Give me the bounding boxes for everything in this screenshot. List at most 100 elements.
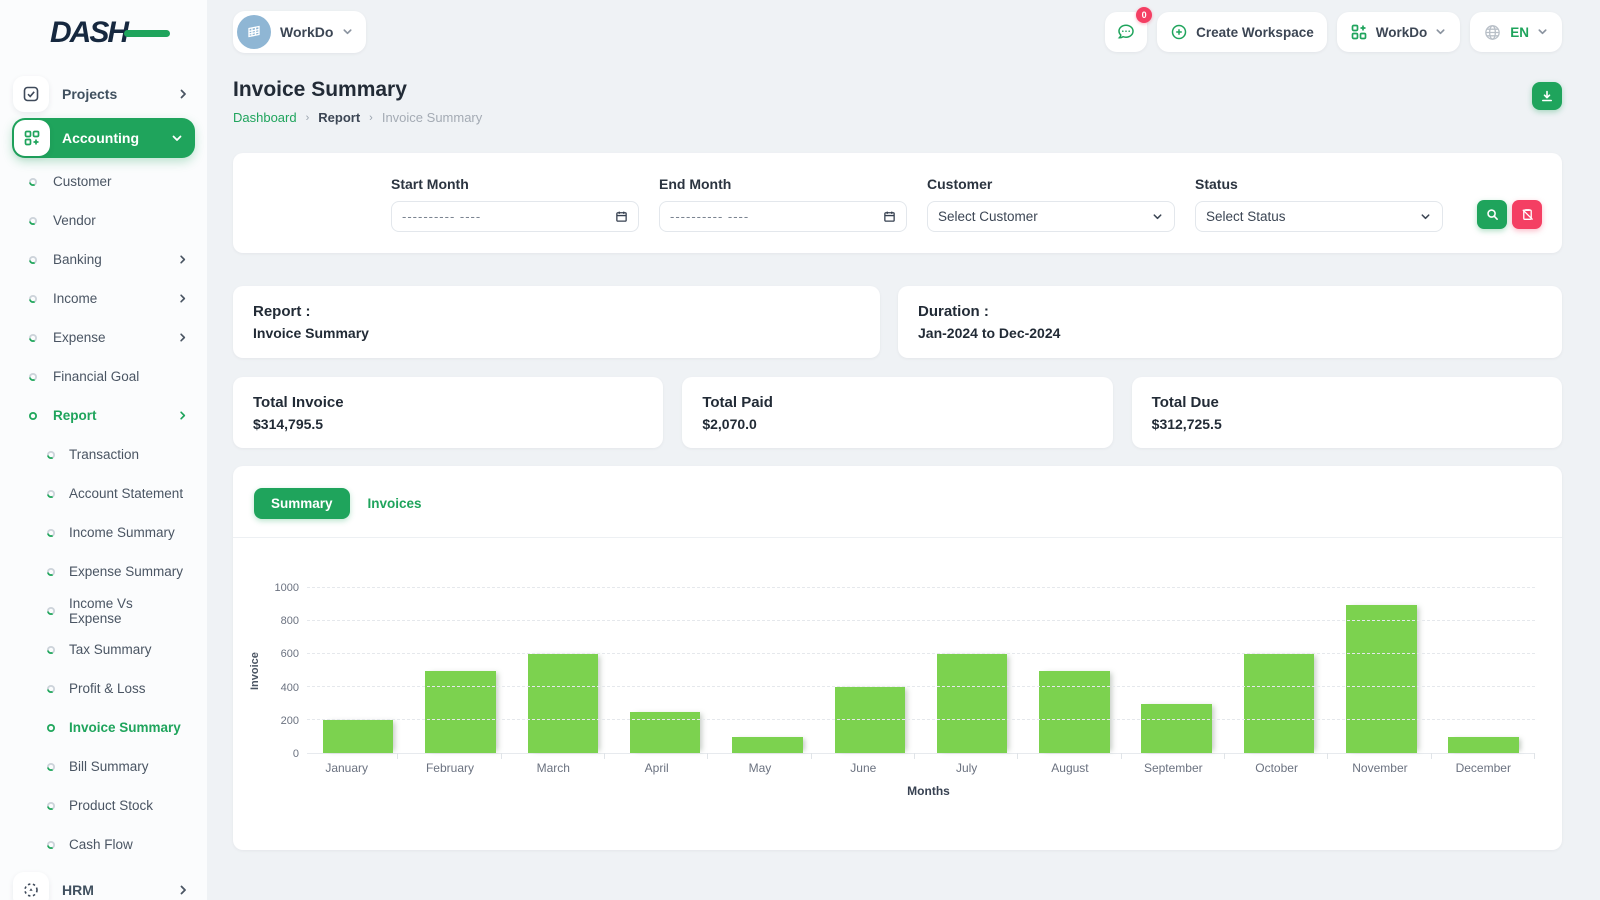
logo-accent-bar <box>124 30 170 37</box>
sidebar-item-product-stock[interactable]: Product Stock <box>0 786 207 825</box>
sidebar-item-label: Product Stock <box>69 798 154 813</box>
sidebar-item-income-summary[interactable]: Income Summary <box>0 513 207 552</box>
create-workspace-button[interactable]: Create Workspace <box>1157 12 1327 52</box>
bar-slot <box>716 588 818 753</box>
total-invoice-label: Total Invoice <box>253 393 344 411</box>
chevron-right-icon <box>177 332 189 344</box>
bar-march[interactable] <box>527 654 599 753</box>
total-invoice-card: Total Invoice $314,795.5 <box>233 377 664 448</box>
customer-field: Customer Select Customer <box>927 176 1175 232</box>
y-tick-label: 400 <box>280 681 299 694</box>
gridline <box>307 719 1535 720</box>
total-paid-label: Total Paid <box>702 393 773 411</box>
y-tick-label: 1000 <box>274 582 299 594</box>
sidebar-item-label: Projects <box>62 86 118 102</box>
app-switcher-label: WorkDo <box>1375 24 1428 40</box>
bar-june[interactable] <box>834 687 906 753</box>
bar-slot <box>1330 588 1432 753</box>
sidebar-item-cash-flow[interactable]: Cash Flow <box>0 825 207 864</box>
bar-october[interactable] <box>1243 654 1315 753</box>
bar-september[interactable] <box>1141 703 1213 753</box>
chevron-down-icon <box>1152 211 1164 223</box>
sidebar-item-invoice-summary[interactable]: Invoice Summary <box>0 708 207 747</box>
bar-may[interactable] <box>732 736 803 753</box>
breadcrumb-separator: › <box>305 111 310 124</box>
x-tick-label: December <box>1432 753 1536 775</box>
customer-select[interactable]: Select Customer <box>927 201 1175 232</box>
status-field: Status Select Status <box>1195 176 1443 232</box>
sidebar: DASH Projects Accounting Customer Vendor… <box>0 0 207 900</box>
workspace-name: WorkDo <box>280 24 334 40</box>
sidebar-item-bill-summary[interactable]: Bill Summary <box>0 747 207 786</box>
bar-april[interactable] <box>629 711 701 753</box>
sidebar-item-label: Profit & Loss <box>69 681 146 696</box>
bar-january[interactable] <box>322 720 394 753</box>
bullet-icon <box>47 489 55 498</box>
sidebar-item-customer[interactable]: Customer <box>0 162 207 201</box>
sidebar-item-report[interactable]: Report <box>0 396 207 435</box>
tab-invoices[interactable]: Invoices <box>362 488 428 519</box>
breadcrumb-dashboard[interactable]: Dashboard <box>233 110 297 125</box>
bar-august[interactable] <box>1039 670 1110 753</box>
sidebar-item-accounting[interactable]: Accounting <box>12 118 195 158</box>
bullet-icon <box>29 294 37 303</box>
filter-panel: Start Month ---------- ---- End Month --… <box>233 153 1562 253</box>
bar-november[interactable] <box>1346 604 1417 753</box>
duration-value: Jan-2024 to Dec-2024 <box>918 325 1061 341</box>
status-selected-value: Select Status <box>1206 209 1286 224</box>
workspace-switcher[interactable]: WorkDo <box>233 11 367 53</box>
bar-slot <box>512 588 614 753</box>
bar-july[interactable] <box>936 654 1008 753</box>
sidebar-item-income[interactable]: Income <box>0 279 207 318</box>
page-head: Invoice Summary Dashboard › Report › Inv… <box>233 78 1562 125</box>
sidebar-item-transaction[interactable]: Transaction <box>0 435 207 474</box>
sidebar-item-profit-loss[interactable]: Profit & Loss <box>0 669 207 708</box>
tabs-divider <box>233 537 1562 538</box>
sidebar-item-account-statement[interactable]: Account Statement <box>0 474 207 513</box>
sidebar-item-tax-summary[interactable]: Tax Summary <box>0 630 207 669</box>
sidebar-item-income-vs-expense[interactable]: Income Vs Expense <box>0 591 207 630</box>
bar-february[interactable] <box>425 670 496 753</box>
reset-filter-button[interactable] <box>1512 200 1542 229</box>
export-download-button[interactable] <box>1532 82 1562 110</box>
status-select[interactable]: Select Status <box>1195 201 1443 232</box>
sidebar-item-banking[interactable]: Banking <box>0 240 207 279</box>
sidebar-item-label: Report <box>53 408 97 423</box>
end-month-input[interactable]: ---------- ---- <box>659 201 907 232</box>
report-label: Report : <box>253 303 311 320</box>
sidebar-item-hrm[interactable]: HRM <box>0 868 207 900</box>
app-logo-text: DASH <box>50 16 129 49</box>
start-month-input[interactable]: ---------- ---- <box>391 201 639 232</box>
chevron-down-icon <box>1435 26 1447 38</box>
bullet-icon <box>47 567 55 576</box>
sidebar-item-financial-goal[interactable]: Financial Goal <box>0 357 207 396</box>
sidebar-item-expense-summary[interactable]: Expense Summary <box>0 552 207 591</box>
y-tick-label: 800 <box>280 615 299 628</box>
start-month-field: Start Month ---------- ---- <box>391 176 639 232</box>
app-logo[interactable]: DASH <box>50 14 170 58</box>
sidebar-item-label: Expense Summary <box>69 564 184 579</box>
sidebar-item-expense[interactable]: Expense <box>0 318 207 357</box>
bar-december[interactable] <box>1448 736 1520 753</box>
sidebar-item-label: Income <box>53 291 98 306</box>
calendar-icon <box>615 210 628 223</box>
search-button[interactable] <box>1477 200 1507 229</box>
customer-label: Customer <box>927 176 993 192</box>
messages-button[interactable]: 0 <box>1105 7 1153 52</box>
language-selector[interactable]: EN <box>1470 12 1562 52</box>
breadcrumb-report[interactable]: Report <box>318 110 361 125</box>
x-tick-label: February <box>398 753 502 775</box>
tab-summary[interactable]: Summary <box>254 488 350 519</box>
sidebar-item-label: Bill Summary <box>69 759 149 774</box>
bullet-icon <box>29 216 37 225</box>
sidebar-item-vendor[interactable]: Vendor <box>0 201 207 240</box>
x-tick-label: September <box>1122 753 1226 775</box>
bar-slot <box>307 588 409 753</box>
report-value: Invoice Summary <box>253 325 369 341</box>
sidebar-item-projects[interactable]: Projects <box>0 72 207 116</box>
chevron-right-icon <box>177 88 189 100</box>
sidebar-item-label: Cash Flow <box>69 837 133 852</box>
bar-slot <box>1228 588 1330 753</box>
sidebar-item-label: Invoice Summary <box>69 720 181 735</box>
app-switcher-button[interactable]: WorkDo <box>1336 12 1461 52</box>
